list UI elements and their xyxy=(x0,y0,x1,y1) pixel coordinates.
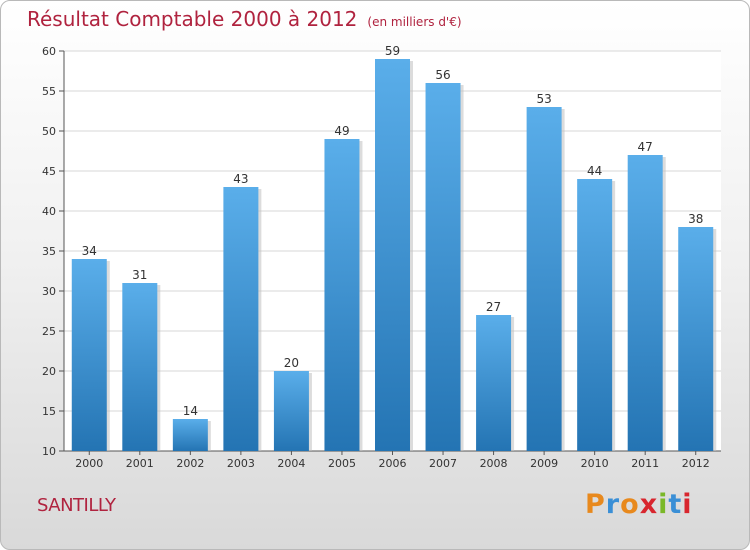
y-tick-label: 35 xyxy=(42,245,56,258)
bar-value-label: 43 xyxy=(233,172,248,186)
logo-letter: i xyxy=(682,489,693,520)
y-tick-label: 20 xyxy=(42,365,56,378)
logo-letter: r xyxy=(605,489,621,520)
x-tick-label: 2002 xyxy=(176,457,204,470)
bar xyxy=(476,315,512,451)
commune-name: SANTILLY xyxy=(37,495,116,516)
logo-letter: o xyxy=(620,489,640,520)
chart-title-main: Résultat Comptable 2000 à 2012 xyxy=(27,7,358,31)
bar xyxy=(324,139,360,451)
y-tick-label: 60 xyxy=(42,45,56,58)
y-tick-label: 15 xyxy=(42,405,56,418)
x-tick-label: 2010 xyxy=(581,457,609,470)
proxiti-logo: Proxiti xyxy=(585,489,693,520)
x-tick-label: 2003 xyxy=(227,457,255,470)
y-tick-label: 10 xyxy=(42,445,56,458)
bar xyxy=(172,419,208,451)
x-tick-label: 2012 xyxy=(682,457,710,470)
bar-value-label: 47 xyxy=(638,140,653,154)
bar-value-label: 34 xyxy=(82,244,97,258)
bar-value-label: 20 xyxy=(284,356,299,370)
y-tick-label: 45 xyxy=(42,165,56,178)
logo-letter: x xyxy=(639,489,659,520)
y-tick-label: 55 xyxy=(42,85,56,98)
x-tick-label: 2009 xyxy=(530,457,558,470)
x-tick-label: 2007 xyxy=(429,457,457,470)
bar-value-label: 27 xyxy=(486,300,501,314)
bar xyxy=(678,227,714,451)
bar-value-label: 14 xyxy=(183,404,198,418)
y-tick-label: 25 xyxy=(42,325,56,338)
y-tick-label: 50 xyxy=(42,125,56,138)
bar-value-label: 59 xyxy=(385,44,400,58)
x-tick-label: 2001 xyxy=(126,457,154,470)
x-tick-label: 2008 xyxy=(480,457,508,470)
bar-value-label: 38 xyxy=(688,212,703,226)
bar-value-label: 44 xyxy=(587,164,602,178)
bar-value-label: 49 xyxy=(334,124,349,138)
x-tick-label: 2011 xyxy=(631,457,659,470)
bar xyxy=(375,59,410,451)
logo-letter: P xyxy=(585,489,606,520)
x-tick-label: 2005 xyxy=(328,457,356,470)
x-tick-label: 2000 xyxy=(75,457,103,470)
bar xyxy=(223,187,259,451)
bar-value-label: 56 xyxy=(435,68,450,82)
logo-letter: i xyxy=(658,489,669,520)
chart-title: Résultat Comptable 2000 à 2012 (en millie… xyxy=(27,7,462,31)
y-tick-label: 40 xyxy=(42,205,56,218)
logo-letter: t xyxy=(668,489,683,520)
bar-value-label: 31 xyxy=(132,268,147,282)
bar xyxy=(122,283,158,451)
x-tick-label: 2006 xyxy=(379,457,407,470)
y-tick-label: 30 xyxy=(42,285,56,298)
x-tick-label: 2004 xyxy=(277,457,305,470)
bar xyxy=(526,107,562,451)
bar xyxy=(71,259,107,451)
bar xyxy=(273,371,309,451)
bar xyxy=(577,179,613,451)
bar xyxy=(425,83,461,451)
chart-title-unit: (en milliers d'€) xyxy=(367,15,462,29)
bar xyxy=(627,155,663,451)
bar-value-label: 53 xyxy=(536,92,551,106)
